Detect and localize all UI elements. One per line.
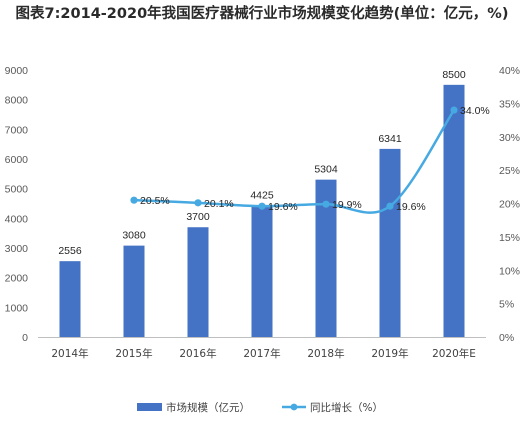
left-tick-label: 4000 <box>5 213 29 225</box>
growth-value-label: 34.0% <box>460 105 490 117</box>
bar-series: 2556 3080 3700 4425 5304 6341 8500 <box>58 69 466 337</box>
category-label: 2014年 <box>51 347 88 360</box>
bar-value-label: 4425 <box>250 190 274 202</box>
right-tick-label: 20% <box>499 199 520 211</box>
growth-point <box>258 202 266 210</box>
left-tick-label: 0 <box>22 332 28 344</box>
left-tick-label: 8000 <box>5 95 29 107</box>
bar <box>123 245 145 337</box>
bar <box>251 205 273 337</box>
legend-line-label: 同比增长（%） <box>310 401 383 414</box>
growth-line <box>133 109 456 214</box>
line-series: 20.5% 20.1% 19.6% 19.9% 19.6% 34.0% <box>130 105 490 214</box>
left-tick-label: 5000 <box>5 184 29 196</box>
right-axis: 0% 5% 10% 15% 20% 25% 30% 35% 40% <box>499 65 520 344</box>
growth-point <box>322 200 330 208</box>
growth-value-label: 20.5% <box>140 195 170 207</box>
right-tick-label: 0% <box>499 332 514 344</box>
category-label: 2017年 <box>243 347 280 360</box>
legend: 市场规模（亿元） 同比增长（%） <box>137 401 383 414</box>
bar-value-label: 3700 <box>186 211 210 223</box>
bar-value-label: 3080 <box>122 230 146 242</box>
right-tick-label: 10% <box>499 265 520 277</box>
legend-line-marker <box>290 403 298 411</box>
category-label: 2020年E <box>432 347 476 360</box>
left-tick-label: 9000 <box>5 65 29 77</box>
x-axis: 2014年 2015年 2016年 2017年 2018年 2019年 2020年E <box>38 337 486 360</box>
category-label: 2016年 <box>179 347 216 360</box>
bar <box>379 148 401 337</box>
right-tick-label: 40% <box>499 65 520 77</box>
growth-value-label: 20.1% <box>204 198 234 210</box>
growth-value-label: 19.9% <box>332 199 362 211</box>
right-tick-label: 15% <box>499 232 520 244</box>
right-tick-label: 25% <box>499 165 520 177</box>
chart-title: 图表7:2014-2020年我国医疗器械行业市场规模变化趋势(单位：亿元，%) <box>15 6 509 22</box>
bar <box>315 179 337 337</box>
right-tick-label: 30% <box>499 132 520 144</box>
growth-point <box>194 199 202 207</box>
left-tick-label: 6000 <box>5 154 29 166</box>
bar-value-label: 5304 <box>314 164 338 176</box>
growth-value-label: 19.6% <box>396 201 426 213</box>
category-label: 2015年 <box>115 347 152 360</box>
bar <box>187 227 209 337</box>
left-tick-label: 3000 <box>5 243 29 255</box>
left-axis: 0 1000 2000 3000 4000 5000 6000 7000 8000 9000 <box>5 65 29 344</box>
bar-value-label: 6341 <box>378 133 402 145</box>
bar-value-label: 8500 <box>442 69 466 81</box>
bar <box>59 261 81 337</box>
left-tick-label: 1000 <box>5 302 29 314</box>
legend-bar-swatch <box>137 403 162 411</box>
category-label: 2018年 <box>307 347 344 360</box>
left-tick-label: 2000 <box>5 273 29 285</box>
right-tick-label: 35% <box>499 98 520 110</box>
bar-value-label: 2556 <box>58 245 82 257</box>
left-tick-label: 7000 <box>5 124 29 136</box>
category-label: 2019年 <box>371 347 408 360</box>
legend-bar-label: 市场规模（亿元） <box>166 401 250 414</box>
right-tick-label: 5% <box>499 299 514 311</box>
growth-point <box>386 202 394 210</box>
bar <box>443 84 465 337</box>
growth-point <box>450 106 458 114</box>
growth-value-label: 19.6% <box>268 201 298 213</box>
growth-point <box>130 196 138 204</box>
